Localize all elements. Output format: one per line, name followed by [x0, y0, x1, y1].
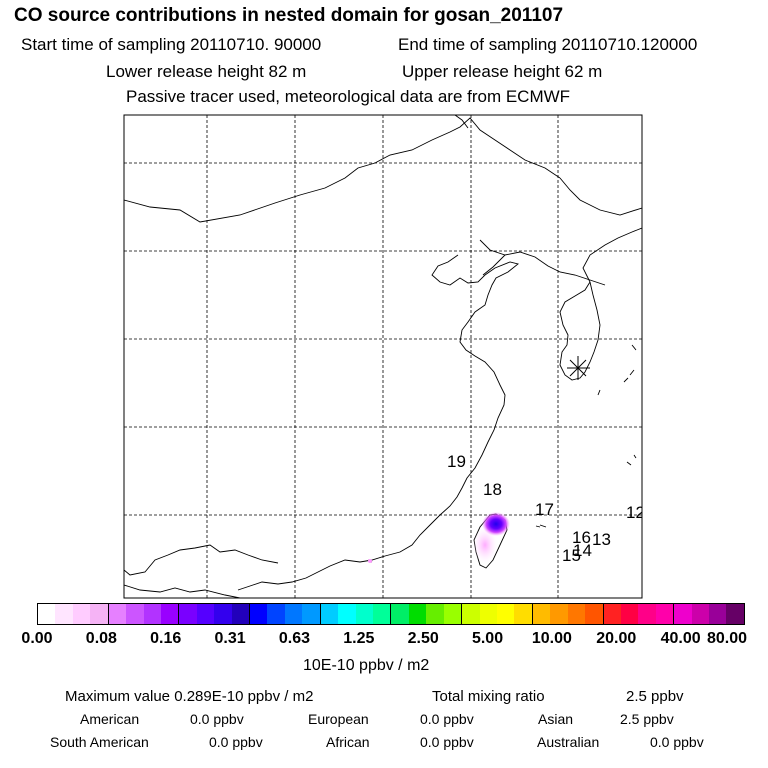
region-name: African [326, 734, 370, 750]
colorbar-tick-label: 2.50 [407, 630, 439, 647]
coastlines [124, 115, 642, 598]
colorbar-swatch [355, 604, 374, 624]
colorbar-swatch [196, 604, 215, 624]
colorbar-swatch [726, 604, 744, 624]
colorbar-swatch [443, 604, 463, 624]
region-value: 0.0 ppbv [650, 734, 704, 750]
end-time-label: End time of sampling 20110710.120000 [398, 35, 698, 54]
colorbar-tick-label: 80.00 [706, 630, 748, 647]
map-label: 12 [626, 503, 645, 522]
colorbar-tick-label: 0.63 [278, 630, 311, 647]
colorbar-tick-label: 40.00 [660, 630, 701, 647]
map-frame [123, 114, 643, 599]
colorbar-swatch [179, 604, 197, 624]
colorbar [37, 603, 745, 625]
colorbar-swatch [126, 604, 144, 624]
colorbar-swatch [143, 604, 161, 624]
region-value: 0.0 ppbv [209, 734, 263, 750]
total-mixing-value: 2.5 ppbv [626, 688, 684, 705]
map-label: 13 [592, 530, 611, 549]
colorbar-tick-label: 10.00 [531, 630, 572, 647]
lower-release-height: Lower release height 82 m [106, 62, 307, 81]
region-name: European [308, 711, 369, 727]
colorbar-swatch [408, 604, 427, 624]
colorbar-swatch [479, 604, 497, 624]
map-label: 17 [535, 500, 554, 519]
colorbar-swatch [338, 604, 356, 624]
colorbar-tick-label: 0.31 [214, 630, 246, 647]
colorbar-swatch [426, 604, 444, 624]
colorbar-swatch [391, 604, 409, 624]
colorbar-tick-label: 5.00 [471, 630, 504, 647]
colorbar-swatch [55, 604, 73, 624]
colorbar-swatch [674, 604, 692, 624]
colorbar-swatch [655, 604, 675, 624]
map-label: 18 [483, 480, 502, 499]
colorbar-swatch [691, 604, 710, 624]
map-label: 14 [573, 541, 592, 560]
colorbar-swatch [462, 604, 480, 624]
start-time-label: Start time of sampling 20110710. 90000 [21, 35, 322, 54]
colorbar-swatch [620, 604, 639, 624]
colorbar-swatch [532, 604, 551, 624]
region-value: 0.0 ppbv [190, 711, 244, 727]
colorbar-tick-label: 1.25 [343, 630, 375, 647]
region-name: South American [50, 734, 149, 750]
grid-lines [124, 115, 642, 598]
region-name: Asian [538, 711, 574, 727]
colorbar-swatch [514, 604, 533, 624]
region-name: Australian [537, 734, 600, 750]
colorbar-tick-label: 0.00 [21, 630, 53, 647]
colorbar-swatch [320, 604, 339, 624]
colorbar-swatch [231, 604, 251, 624]
colorbar-swatch [267, 604, 285, 624]
maximum-value: Maximum value 0.289E-10 ppbv / m2 [65, 688, 314, 705]
colorbar-tick-label: 0.16 [150, 630, 182, 647]
tracer-note: Passive tracer used, meteorological data… [126, 87, 571, 106]
colorbar-swatch [214, 604, 232, 624]
colorbar-swatch [550, 604, 568, 624]
colorbar-swatch [90, 604, 109, 624]
colorbar-swatch [302, 604, 321, 624]
asterisk-icon [567, 356, 590, 380]
colorbar-swatch [585, 604, 604, 624]
colorbar-swatch [373, 604, 392, 624]
total-mixing-label: Total mixing ratio [432, 688, 545, 705]
colorbar-swatch [250, 604, 268, 624]
colorbar-swatch [284, 604, 303, 624]
colorbar-swatch [567, 604, 586, 624]
colorbar-swatch [160, 604, 180, 624]
map-label: 16 [572, 528, 591, 547]
region-name: American [80, 711, 140, 727]
colorbar-swatch [72, 604, 91, 624]
concentration-plume [368, 512, 510, 563]
upper-release-height: Upper release height 62 m [402, 62, 603, 81]
colorbar-swatch [603, 604, 621, 624]
colorbar-swatch [638, 604, 656, 624]
region-value: 0.0 ppbv [420, 711, 474, 727]
colorbar-unit: 10E-10 ppbv / m2 [303, 657, 430, 674]
colorbar-swatch [496, 604, 515, 624]
colorbar-swatch [709, 604, 727, 624]
region-value: 2.5 ppbv [620, 711, 674, 727]
colorbar-swatch [108, 604, 127, 624]
colorbar-swatch [38, 604, 56, 624]
colorbar-tick-label: 20.00 [596, 630, 637, 647]
region-value: 0.0 ppbv [420, 734, 474, 750]
map-label: 15 [562, 546, 581, 565]
colorbar-tick-label: 0.08 [85, 630, 117, 647]
map-title: CO source contributions in nested domain… [14, 5, 564, 26]
map-label: 19 [447, 452, 466, 471]
